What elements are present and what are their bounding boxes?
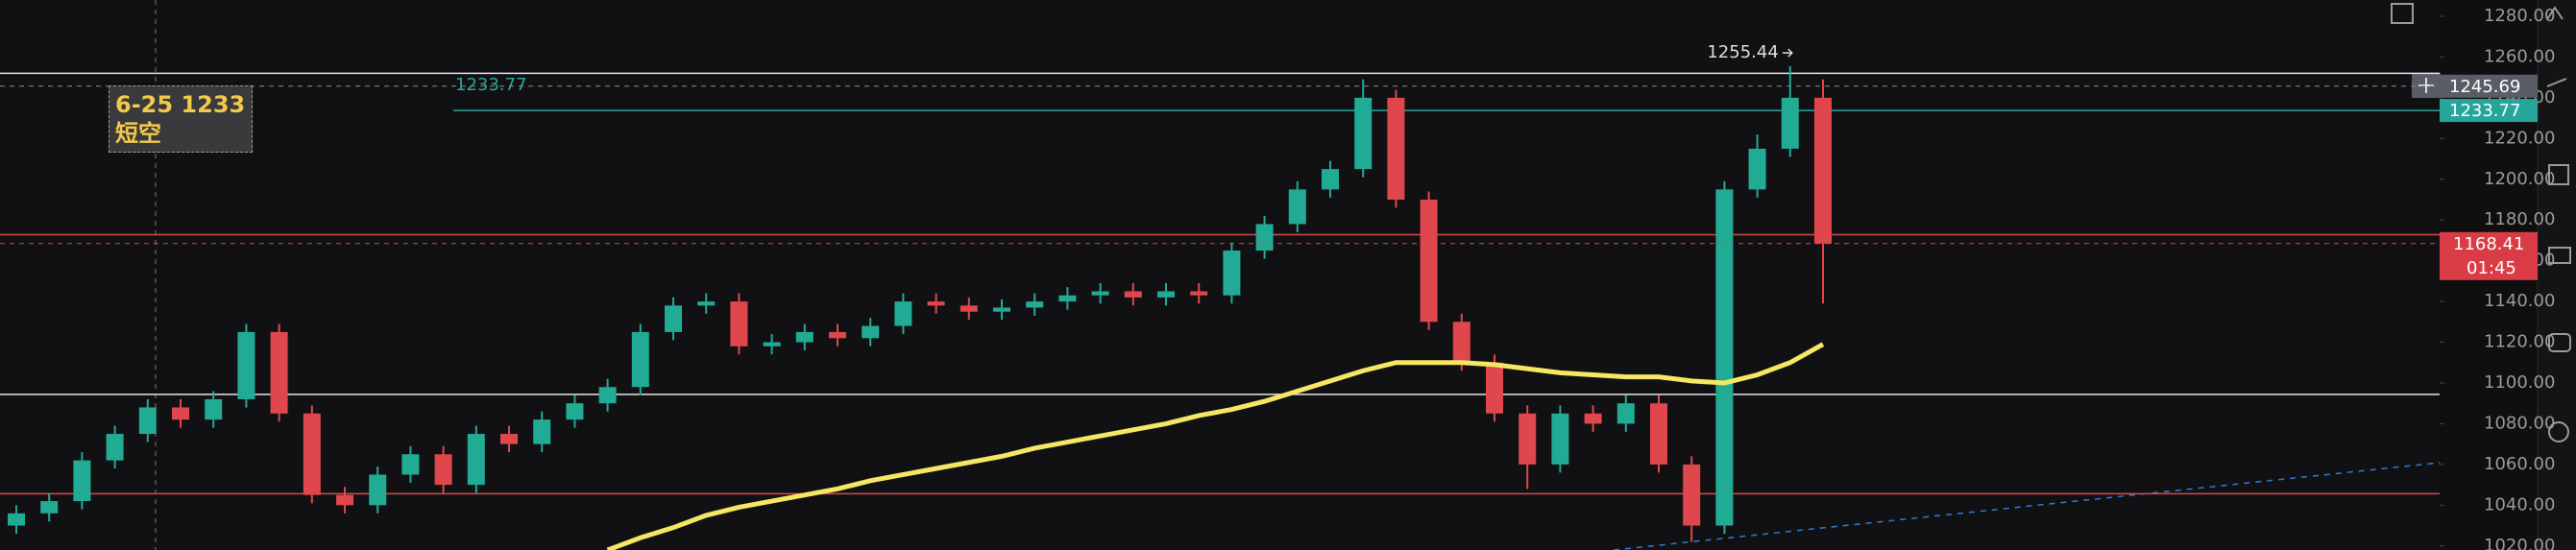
candle-body <box>1781 97 1799 149</box>
price-tag-label: 1233.77 <box>2449 101 2520 121</box>
y-tick-label: 1260.00 <box>2484 46 2555 66</box>
price-tag-label: 1245.69 <box>2449 77 2520 97</box>
candle-body <box>500 434 518 444</box>
y-tick-label: 1140.00 <box>2484 291 2555 311</box>
candle-body <box>8 513 25 526</box>
candle-body <box>1616 403 1635 424</box>
candle-body <box>205 398 223 420</box>
y-tick-label: 1080.00 <box>2484 413 2555 433</box>
candle-body <box>172 407 189 420</box>
candle-body <box>730 301 748 347</box>
candle-body <box>1288 189 1306 225</box>
annotation: 6-25 1233短空 <box>109 85 253 153</box>
candle-body <box>336 494 353 506</box>
candle-body <box>434 454 452 486</box>
candle-body <box>665 305 682 332</box>
candle-body <box>270 331 288 414</box>
candle-body <box>829 331 846 339</box>
high-arrow <box>1782 48 1793 58</box>
icon <box>2546 78 2567 87</box>
candle-body <box>795 331 814 343</box>
add-icon <box>2418 78 2434 93</box>
candle-body <box>1157 291 1175 298</box>
price-tag-label: 1168.41 <box>2453 234 2524 254</box>
candle-body <box>467 434 485 486</box>
candle-body <box>73 460 91 502</box>
toolbar-icons <box>2391 3 2571 442</box>
countdown: 01:45 <box>2467 258 2516 278</box>
toolbar <box>2538 0 2576 550</box>
candle-body <box>1748 148 1766 190</box>
candle-body <box>862 325 880 339</box>
icon <box>2548 164 2569 185</box>
candle-body <box>1091 291 1109 296</box>
icon <box>2548 421 2569 442</box>
candle-body <box>1715 189 1734 526</box>
candle-body <box>566 403 584 420</box>
candle-body <box>237 331 255 399</box>
candle-body <box>1420 199 1438 323</box>
y-tick-label: 1100.00 <box>2484 372 2555 393</box>
candle-body <box>1354 97 1373 170</box>
candle-body <box>1124 291 1142 298</box>
y-tick-label: 1280.00 <box>2484 6 2555 26</box>
candle-body <box>1058 295 1077 302</box>
candle-body <box>303 413 321 495</box>
moving-average <box>606 342 1825 550</box>
icon <box>2391 3 2414 24</box>
candle-body <box>1650 403 1667 465</box>
candle-body <box>1683 464 1701 526</box>
candle-body <box>1387 97 1405 200</box>
candle-body <box>40 501 59 514</box>
candle-body <box>631 331 649 388</box>
trend-line <box>1613 462 2441 550</box>
candle-body <box>401 454 420 475</box>
level-label: 1233.77 <box>455 75 526 95</box>
candle-body <box>894 301 912 326</box>
icon <box>2548 247 2571 264</box>
y-tick-label: 1200.00 <box>2484 169 2555 189</box>
price-tag <box>2440 231 2538 280</box>
candle-body <box>763 342 781 347</box>
y-tick-label: 1040.00 <box>2484 494 2555 514</box>
price-tag <box>2440 74 2538 98</box>
price-tag <box>2440 99 2538 123</box>
candle-body <box>960 305 978 312</box>
candle-body <box>1026 301 1044 308</box>
y-tick-label: 1180.00 <box>2484 209 2555 229</box>
candle-body <box>1255 224 1274 251</box>
candle-body <box>993 307 1010 312</box>
candle-body <box>369 474 387 506</box>
plot-bg <box>0 0 2440 550</box>
candle-body <box>1190 291 1208 296</box>
candle-body <box>533 419 551 444</box>
candle-body <box>106 434 124 461</box>
y-tick-label: 1220.00 <box>2484 128 2555 148</box>
candle-body <box>927 301 945 306</box>
candle-body <box>1452 322 1470 363</box>
candle-body <box>1486 362 1503 414</box>
y-tick-label: 1060.00 <box>2484 454 2555 474</box>
candle-body <box>1584 413 1602 424</box>
candle-body <box>598 387 617 404</box>
icon <box>2546 6 2564 20</box>
candle-body <box>1519 413 1537 465</box>
candle-body <box>1814 97 1832 244</box>
candle-body <box>1551 413 1569 465</box>
y-tick-label: 1120.00 <box>2484 332 2555 352</box>
y-tick-label: 1020.00 <box>2484 536 2555 550</box>
candle-body <box>138 407 157 435</box>
candle-body <box>697 301 716 306</box>
candle-body <box>1223 251 1241 296</box>
candle-body <box>1322 169 1339 190</box>
icon <box>2548 333 2571 352</box>
high-label: 1255.44 <box>1707 42 1778 62</box>
